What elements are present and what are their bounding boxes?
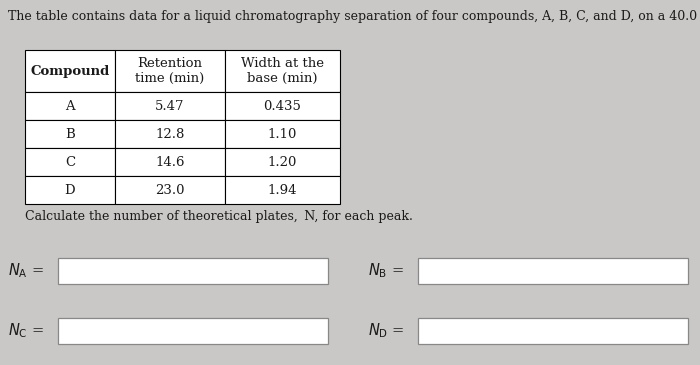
Text: 1.20: 1.20 <box>268 155 298 169</box>
Text: 1.10: 1.10 <box>268 127 298 141</box>
Bar <box>418 318 688 344</box>
Bar <box>25 50 115 92</box>
Bar <box>225 50 340 92</box>
Bar <box>115 50 225 92</box>
Bar <box>25 148 115 176</box>
Text: $N_\mathrm{B}$ =: $N_\mathrm{B}$ = <box>368 262 404 280</box>
Bar <box>58 258 328 284</box>
Text: 5.47: 5.47 <box>155 100 185 112</box>
Text: D: D <box>64 184 76 196</box>
Text: $N_\mathrm{A}$ =: $N_\mathrm{A}$ = <box>8 262 43 280</box>
Text: $N_\mathrm{D}$ =: $N_\mathrm{D}$ = <box>368 322 405 340</box>
Text: B: B <box>65 127 75 141</box>
Bar <box>418 258 688 284</box>
Bar <box>25 120 115 148</box>
Bar <box>115 92 225 120</box>
Text: 14.6: 14.6 <box>155 155 185 169</box>
Bar <box>225 92 340 120</box>
Text: 12.8: 12.8 <box>155 127 185 141</box>
Bar <box>115 120 225 148</box>
Text: C: C <box>65 155 75 169</box>
Bar <box>25 92 115 120</box>
Text: $N_\mathrm{C}$ =: $N_\mathrm{C}$ = <box>8 322 44 340</box>
Text: Width at the
base (min): Width at the base (min) <box>241 57 324 85</box>
Text: The table contains data for a liquid chromatography separation of four compounds: The table contains data for a liquid chr… <box>8 10 700 23</box>
Bar <box>58 318 328 344</box>
Bar <box>225 120 340 148</box>
Bar <box>115 176 225 204</box>
Text: 23.0: 23.0 <box>155 184 185 196</box>
Text: 0.435: 0.435 <box>264 100 302 112</box>
Text: 1.94: 1.94 <box>267 184 297 196</box>
Text: Compound: Compound <box>30 65 110 77</box>
Bar <box>115 148 225 176</box>
Text: Retention
time (min): Retention time (min) <box>135 57 204 85</box>
Bar <box>225 148 340 176</box>
Bar <box>225 176 340 204</box>
Bar <box>25 176 115 204</box>
Text: A: A <box>65 100 75 112</box>
Text: Calculate the number of theoretical plates,  N, for each peak.: Calculate the number of theoretical plat… <box>25 210 413 223</box>
